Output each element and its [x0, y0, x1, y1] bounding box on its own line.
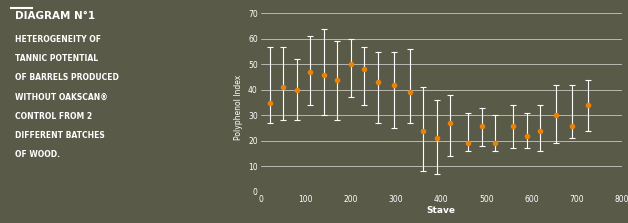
Text: Polyphenol Index: Polyphenol Index [234, 74, 243, 140]
Text: OF BARRELS PRODUCED: OF BARRELS PRODUCED [15, 73, 119, 83]
Text: TANNIC POTENTIAL: TANNIC POTENTIAL [15, 54, 99, 63]
Text: CONTROL FROM 2: CONTROL FROM 2 [15, 112, 92, 121]
Text: OF WOOD.: OF WOOD. [15, 150, 60, 159]
Text: DIFFERENT BATCHES: DIFFERENT BATCHES [15, 131, 105, 140]
X-axis label: Stave: Stave [426, 206, 456, 215]
Text: HETEROGENEITY OF: HETEROGENEITY OF [15, 35, 101, 44]
Text: WITHOUT OAKSCAN®: WITHOUT OAKSCAN® [15, 93, 108, 102]
Text: DIAGRAM N°1: DIAGRAM N°1 [15, 11, 95, 21]
